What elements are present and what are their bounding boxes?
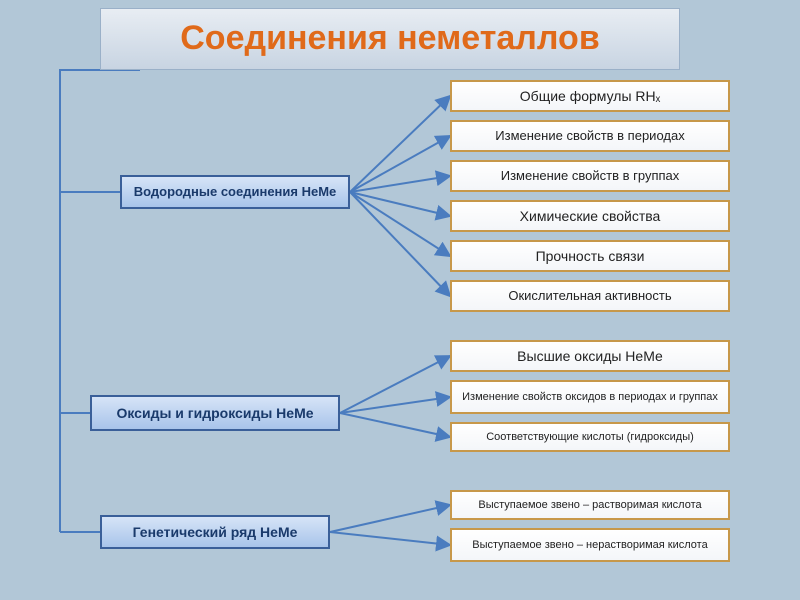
- leaf-soluble-label: Выступаемое звено – растворимая кислота: [478, 499, 701, 512]
- leaf-higher-ox-label: Высшие оксиды НеМе: [517, 348, 663, 364]
- arrow-cat-genetic-to-leaf-insoluble: [330, 532, 450, 545]
- leaf-formulas-label: Общие формулы RHₓ: [520, 88, 660, 104]
- leaf-groups-label: Изменение свойств в группах: [501, 169, 680, 184]
- leaf-oxid: Окислительная активность: [450, 280, 730, 312]
- leaf-groups: Изменение свойств в группах: [450, 160, 730, 192]
- leaf-insoluble: Выступаемое звено – нерастворимая кислот…: [450, 528, 730, 562]
- leaf-periods: Изменение свойств в периодах: [450, 120, 730, 152]
- diagram-stage: Соединения неметаллов Водородные соединен…: [0, 0, 800, 600]
- arrow-cat-genetic-to-leaf-soluble: [330, 505, 450, 532]
- leaf-strength: Прочность связи: [450, 240, 730, 272]
- cat-genetic-label: Генетический ряд НеМе: [133, 524, 298, 540]
- bracket-trunk: [60, 70, 140, 532]
- leaf-chem: Химические свойства: [450, 200, 730, 232]
- cat-genetic: Генетический ряд НеМе: [100, 515, 330, 549]
- cat-hydrogen-label: Водородные соединения НеМе: [134, 185, 337, 200]
- leaf-periods-label: Изменение свойств в периодах: [495, 129, 684, 144]
- leaf-higher-ox: Высшие оксиды НеМе: [450, 340, 730, 372]
- leaf-acids-label: Соответствующие кислоты (гидроксиды): [486, 431, 694, 444]
- arrow-cat-hydrogen-to-leaf-periods: [350, 136, 450, 192]
- arrow-cat-hydrogen-to-leaf-chem: [350, 192, 450, 216]
- leaf-ox-change: Изменение свойств оксидов в периодах и г…: [450, 380, 730, 414]
- arrow-cat-oxides-to-leaf-ox-change: [340, 397, 450, 413]
- arrow-cat-oxides-to-leaf-higher-ox: [340, 356, 450, 413]
- arrow-cat-hydrogen-to-leaf-groups: [350, 176, 450, 192]
- leaf-soluble: Выступаемое звено – растворимая кислота: [450, 490, 730, 520]
- leaf-oxid-label: Окислительная активность: [508, 289, 671, 304]
- cat-oxides: Оксиды и гидроксиды НеМе: [90, 395, 340, 431]
- leaf-formulas: Общие формулы RHₓ: [450, 80, 730, 112]
- leaf-strength-label: Прочность связи: [536, 248, 645, 264]
- leaf-chem-label: Химические свойства: [520, 208, 661, 224]
- arrow-cat-hydrogen-to-leaf-strength: [350, 192, 450, 256]
- arrow-cat-hydrogen-to-leaf-formulas: [350, 96, 450, 192]
- arrow-cat-oxides-to-leaf-acids: [340, 413, 450, 437]
- cat-oxides-label: Оксиды и гидроксиды НеМе: [116, 405, 313, 421]
- diagram-title-label: Соединения неметаллов: [180, 19, 599, 58]
- leaf-insoluble-label: Выступаемое звено – нерастворимая кислот…: [472, 539, 707, 552]
- leaf-ox-change-label: Изменение свойств оксидов в периодах и г…: [462, 391, 718, 404]
- arrow-cat-hydrogen-to-leaf-oxid: [350, 192, 450, 296]
- diagram-title: Соединения неметаллов: [100, 8, 680, 70]
- cat-hydrogen: Водородные соединения НеМе: [120, 175, 350, 209]
- leaf-acids: Соответствующие кислоты (гидроксиды): [450, 422, 730, 452]
